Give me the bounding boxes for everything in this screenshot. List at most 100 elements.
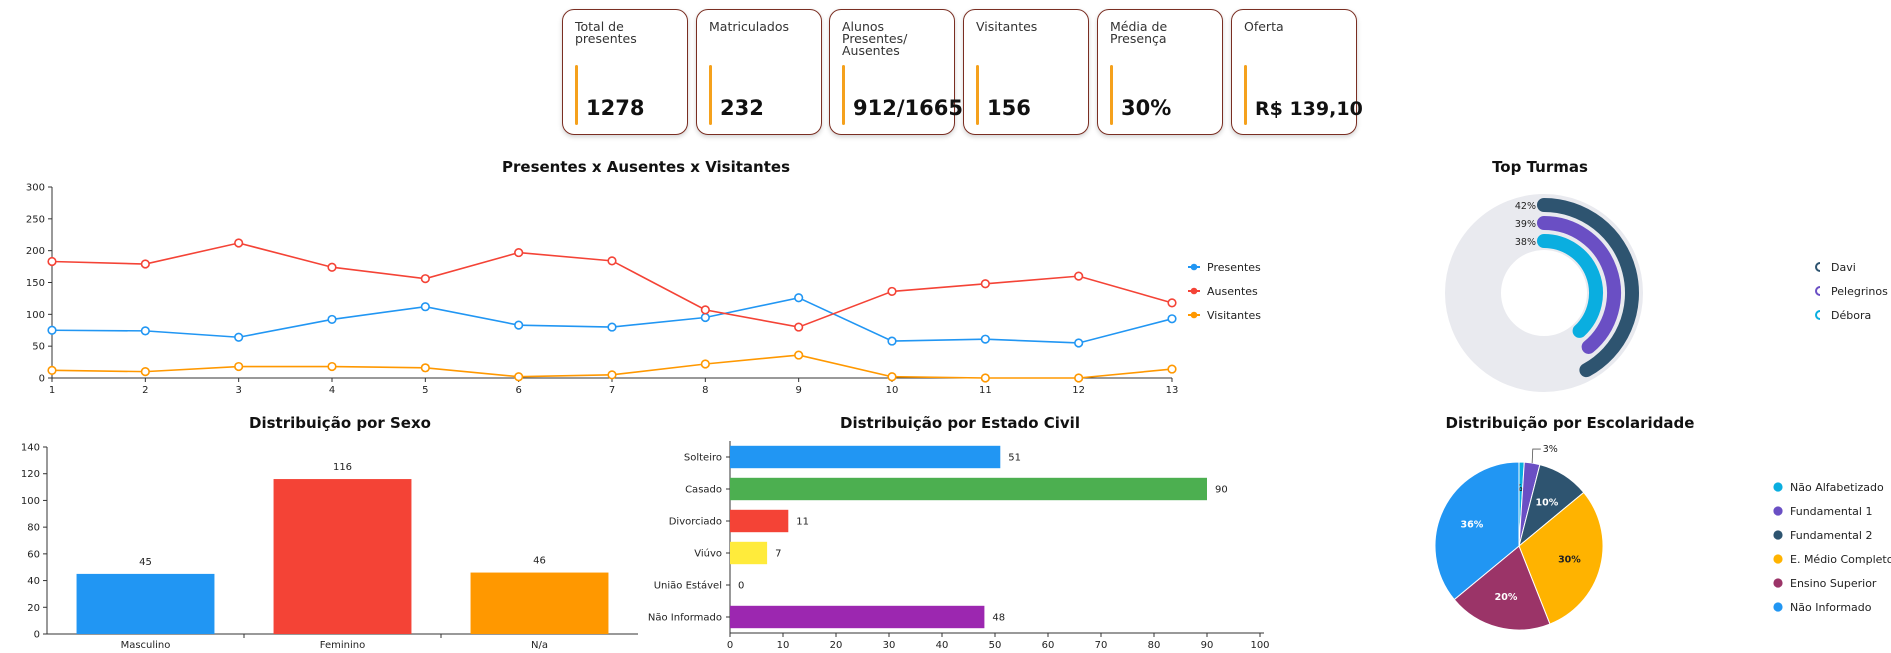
pie-slice-label: 3% (1543, 444, 1558, 455)
kpi-label: Matriculados (709, 19, 789, 34)
line-point (140, 367, 150, 377)
line-point (980, 373, 990, 383)
pie-slice-6 (1434, 461, 1520, 601)
line-x-tick-label: 12 (1072, 385, 1085, 396)
line-point (887, 372, 897, 382)
line-point (47, 256, 57, 267)
legend-label: Ausentes (1207, 285, 1258, 298)
pie-slice-label: 36% (1461, 519, 1484, 530)
civil-x-tick-label: 100 (1250, 640, 1269, 651)
line-y-tick-label: 200 (26, 246, 45, 257)
line-series-ausentes (51, 242, 1173, 328)
kpi-card-alunos: Alunos Presentes/ Ausentes 912/1665 (829, 9, 963, 135)
line-x-tick-label: 2 (142, 385, 148, 396)
kpi-label: Oferta (1244, 19, 1284, 34)
civil-y-tick-label: Viúvo (694, 548, 722, 560)
civil-x-tick-label: 40 (936, 640, 949, 651)
sex-y-tick-label: 100 (21, 496, 40, 507)
sex-y-tick-label: 120 (21, 469, 40, 480)
line-y-tick-label: 50 (32, 342, 45, 353)
line-point (700, 359, 710, 369)
line-point (1167, 314, 1177, 324)
legend-swatch-dot (1190, 311, 1198, 319)
legend-label: Débora (1831, 309, 1871, 322)
civil-bar-value: 90 (1215, 485, 1228, 496)
sex-bar-masculino (76, 573, 215, 634)
line-x-tick-label: 7 (609, 385, 615, 396)
line-point (140, 326, 150, 336)
line-point (607, 256, 617, 266)
sex-bar-na (470, 572, 609, 634)
legend-label: E. Médio Completo (1790, 553, 1891, 566)
sex-bar-value: 45 (139, 557, 152, 568)
line-point (887, 286, 897, 297)
radial-bar-débora (1537, 234, 1603, 338)
legend-label: Pelegrinos (1831, 285, 1888, 298)
kpi-label: Média de Presença (1110, 19, 1168, 46)
kpi-card-matriculados: Matriculados 232 (696, 9, 822, 135)
line-x-tick-label: 9 (795, 385, 801, 396)
legend-swatch (1773, 482, 1783, 492)
kpi-cards: Total de presentes 1278 Matriculados 232… (562, 9, 1363, 137)
civil-x-tick-label: 50 (989, 640, 1002, 651)
civil-x-tick-label: 0 (727, 640, 733, 651)
line-x-tick-label: 10 (886, 385, 899, 396)
kpi-value: 1278 (586, 96, 645, 120)
line-point (514, 320, 524, 330)
legend-swatch (1773, 506, 1783, 516)
legend-label: Fundamental 2 (1790, 529, 1872, 542)
line-point (514, 247, 524, 258)
line-point (794, 322, 804, 332)
line-x-tick-label: 13 (1166, 385, 1179, 396)
legend-label: Ensino Superior (1790, 577, 1877, 590)
civil-bar (730, 477, 1207, 501)
line-y-tick-label: 250 (26, 214, 45, 225)
pie-slice-4 (1518, 491, 1604, 625)
legend-swatch (1773, 578, 1783, 588)
line-point (327, 314, 337, 325)
civil-bar (730, 605, 985, 629)
legend-swatch (1773, 602, 1783, 612)
civil-x-tick-label: 30 (883, 640, 896, 651)
line-x-tick-label: 8 (702, 385, 708, 396)
civil-x-tick-label: 80 (1148, 640, 1161, 651)
kpi-value: 156 (987, 96, 1031, 120)
legend-label: Davi (1831, 261, 1856, 274)
civil-x-tick-label: 70 (1095, 640, 1108, 651)
pie-slice-label: 30% (1558, 554, 1581, 565)
civil-x-tick-label: 90 (1201, 640, 1214, 651)
pie-leader-line (1531, 448, 1541, 464)
kpi-label: Total de presentes (575, 19, 637, 46)
kpi-card-visitantes: Visitantes 156 (963, 9, 1089, 135)
radial-value-label: 42% (1515, 201, 1536, 212)
pie-slice-5 (1453, 545, 1551, 631)
civil-bar-value: 11 (796, 517, 809, 528)
line-point (1074, 373, 1084, 383)
radial-bar-davi (1537, 198, 1639, 378)
kpi-card-total-presentes: Total de presentes 1278 (562, 9, 688, 135)
kpi-accent-bar (1244, 65, 1247, 125)
civil-bar-value: 51 (1008, 453, 1021, 464)
line-point (234, 238, 244, 248)
line-point (1074, 271, 1084, 281)
line-x-tick-label: 1 (49, 385, 55, 396)
legend-swatch-dot (1190, 287, 1198, 295)
line-point (607, 370, 617, 380)
civil-y-tick-label: Casado (685, 485, 722, 496)
civil-x-tick-label: 60 (1042, 640, 1055, 651)
radial-value-label: 39% (1515, 219, 1536, 230)
legend-swatch (1815, 310, 1821, 320)
line-point (700, 312, 710, 323)
line-y-tick-label: 150 (26, 278, 45, 289)
radial-bar-pelegrinos (1537, 216, 1621, 354)
sex-y-tick-label: 60 (27, 549, 40, 560)
civil-bar (730, 541, 768, 565)
sex-y-tick-label: 140 (21, 443, 40, 454)
line-point (1074, 338, 1084, 348)
kpi-value: 232 (720, 96, 764, 120)
line-x-tick-label: 5 (422, 385, 428, 396)
legend-swatch-dot (1190, 263, 1198, 271)
sex-y-tick-label: 80 (27, 523, 40, 534)
radial-chart-title: Top Turmas (1492, 158, 1588, 176)
legend-swatch (1815, 262, 1821, 272)
